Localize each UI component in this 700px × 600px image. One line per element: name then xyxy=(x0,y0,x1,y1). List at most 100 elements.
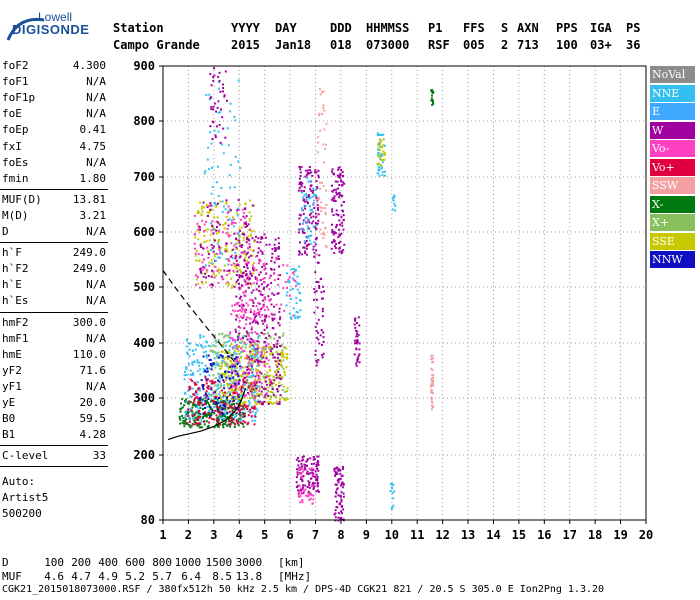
echo-point xyxy=(237,382,240,385)
x-tick-label: 10 xyxy=(385,528,399,542)
echo-point xyxy=(229,332,232,335)
echo-point xyxy=(341,171,344,174)
echo-point xyxy=(205,390,208,393)
echo-point xyxy=(193,360,196,363)
echo-point xyxy=(235,414,238,416)
echo-point xyxy=(200,345,203,348)
echo-point xyxy=(248,345,251,348)
echo-point xyxy=(263,320,266,322)
echo-point xyxy=(223,205,225,208)
echo-point xyxy=(192,372,195,374)
echo-point xyxy=(217,425,220,428)
echo-point xyxy=(234,255,237,258)
echo-point xyxy=(227,144,230,147)
echo-point xyxy=(302,458,305,461)
echo-point xyxy=(225,258,228,261)
echo-point xyxy=(249,337,252,340)
echo-point xyxy=(245,381,248,384)
echo-point xyxy=(215,229,218,232)
echo-point xyxy=(188,424,191,427)
echo-point xyxy=(312,189,315,192)
echo-point xyxy=(343,182,346,185)
echo-point xyxy=(334,516,337,519)
echo-point xyxy=(210,413,213,416)
echo-point xyxy=(314,470,317,473)
echo-point xyxy=(314,325,317,328)
echo-point xyxy=(244,203,247,206)
echo-point xyxy=(280,303,283,306)
echo-point xyxy=(317,281,320,284)
echo-point xyxy=(336,472,339,475)
echo-point xyxy=(210,222,213,225)
echo-point xyxy=(257,356,260,359)
echo-point xyxy=(191,423,194,425)
echo-point xyxy=(240,392,243,395)
echo-point xyxy=(245,394,248,397)
echo-point xyxy=(242,315,245,318)
echo-point xyxy=(189,378,192,381)
echo-point xyxy=(268,288,271,291)
echo-point xyxy=(299,495,302,498)
echo-point xyxy=(220,374,223,377)
echo-point xyxy=(181,406,184,409)
echo-point xyxy=(223,380,226,383)
echo-point xyxy=(212,250,215,253)
echo-point xyxy=(198,226,201,229)
echo-point xyxy=(184,392,187,395)
echo-point xyxy=(221,415,224,418)
echo-point xyxy=(185,345,188,348)
echo-point xyxy=(303,246,306,249)
echo-point xyxy=(236,372,239,375)
echo-point xyxy=(331,190,334,193)
x-tick-label: 12 xyxy=(435,528,449,542)
echo-point xyxy=(250,376,253,379)
echo-point xyxy=(304,242,307,245)
echo-point xyxy=(221,424,224,427)
echo-point xyxy=(249,353,252,356)
echo-point xyxy=(217,240,220,243)
echo-point xyxy=(335,467,337,470)
x-tick-label: 19 xyxy=(613,528,627,542)
echo-point xyxy=(258,346,261,349)
echo-point xyxy=(199,201,202,204)
x-axis-ticks: 1 2 3 4 5 6 7 8 9 10 11 12 13 14 15 16 17 18 19 20 xyxy=(159,520,653,542)
echo-point xyxy=(185,413,188,416)
echo-point xyxy=(249,282,252,285)
echo-point xyxy=(380,152,383,155)
echo-point xyxy=(233,262,236,265)
echo-point xyxy=(220,187,223,189)
echo-point xyxy=(301,499,304,501)
echo-point xyxy=(256,402,259,405)
echo-point xyxy=(312,468,315,471)
echo-point xyxy=(337,512,340,515)
echo-point xyxy=(187,408,189,411)
echo-point xyxy=(235,259,238,262)
echo-point xyxy=(244,401,247,404)
echo-point xyxy=(234,391,236,394)
echo-point xyxy=(313,255,316,258)
echo-point xyxy=(341,184,344,187)
echo-point xyxy=(304,484,307,487)
echo-point xyxy=(251,410,254,413)
echo-point xyxy=(269,368,271,371)
echo-point xyxy=(298,282,301,285)
echo-point xyxy=(269,381,272,384)
echo-point xyxy=(320,291,323,294)
echo-point xyxy=(269,274,272,277)
echo-point xyxy=(230,242,233,245)
echo-point xyxy=(197,417,199,420)
echo-point xyxy=(263,328,266,331)
echo-point xyxy=(208,212,210,215)
echo-point xyxy=(267,389,270,392)
echo-point xyxy=(229,360,232,363)
echo-point xyxy=(202,275,205,278)
echo-point xyxy=(318,285,321,287)
echo-point xyxy=(315,237,318,240)
echo-point xyxy=(246,338,249,341)
echo-point xyxy=(200,207,203,210)
echo-point xyxy=(221,389,223,392)
echo-point xyxy=(211,185,214,188)
echo-point xyxy=(261,266,264,268)
echo-point xyxy=(305,253,308,256)
echo-point xyxy=(186,415,189,418)
